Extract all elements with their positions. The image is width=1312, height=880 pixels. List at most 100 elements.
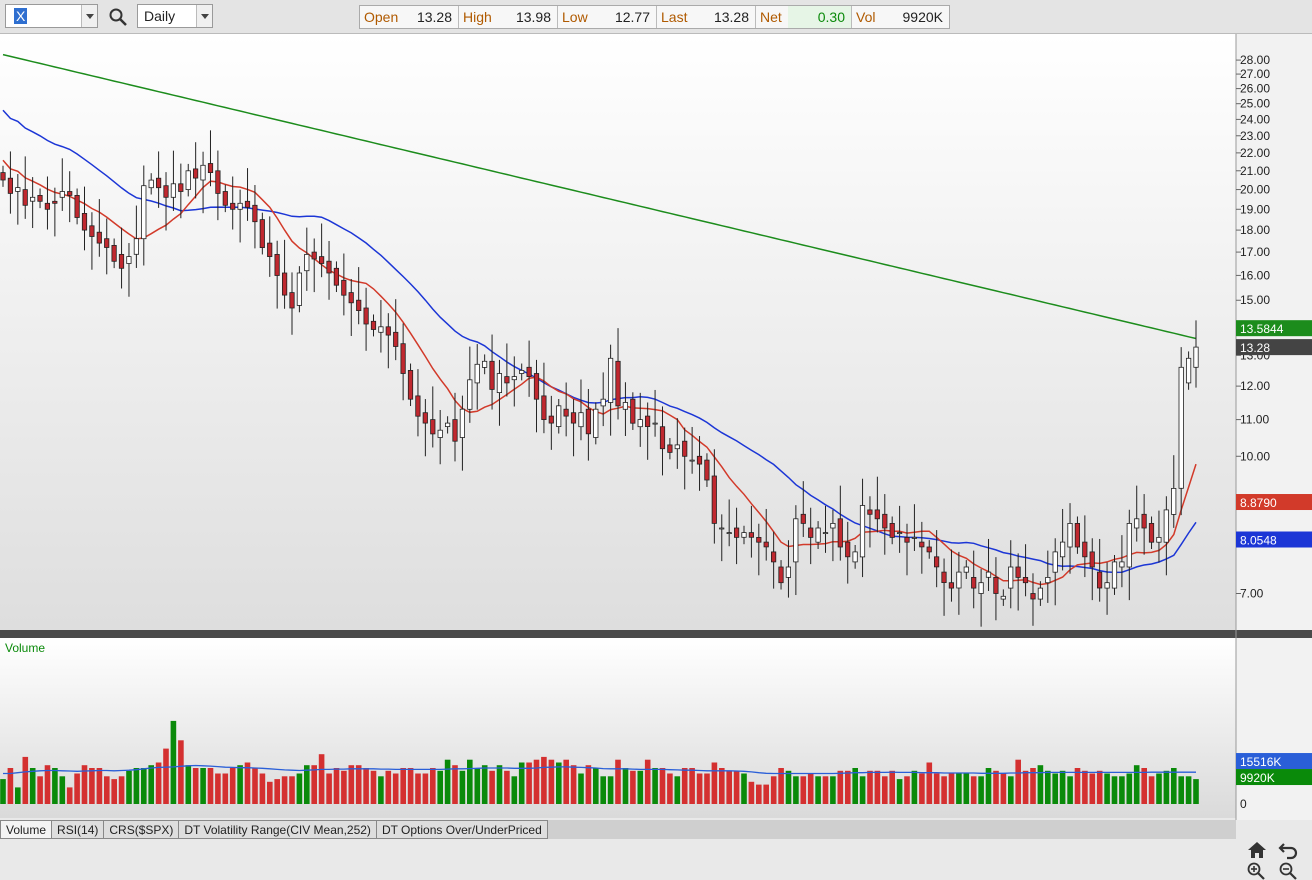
price-tick-label: 25.00 (1240, 97, 1270, 111)
candle-up (578, 412, 584, 428)
candle-up (785, 566, 792, 578)
volume-bar-down (415, 773, 421, 804)
volume-bar-down (311, 765, 317, 804)
volume-bar-up (578, 773, 584, 804)
tab-options-priced[interactable]: DT Options Over/UnderPriced (376, 820, 548, 839)
candle-up (1186, 357, 1192, 384)
candle-up (1008, 566, 1014, 589)
candle-down (615, 360, 621, 407)
volume-bar-down (452, 765, 458, 804)
candle-down (748, 532, 755, 538)
volume-bar-down (726, 770, 732, 804)
volume-bar-up (1156, 773, 1162, 804)
candle-down (541, 395, 547, 420)
candle-down (155, 177, 162, 189)
candle-down (37, 194, 43, 202)
volume-bar-down (533, 759, 540, 804)
chart-canvas[interactable]: 7.0010.0011.0012.0013.0014.0015.0016.001… (0, 34, 1312, 820)
panel-divider[interactable] (0, 630, 1312, 638)
period-dropdown-icon[interactable] (196, 5, 212, 27)
volume-bar-down (259, 773, 266, 804)
candle-down (504, 376, 510, 384)
candle-down (874, 509, 880, 520)
search-icon[interactable] (108, 7, 128, 27)
volume-bar-down (370, 770, 377, 804)
tab-volatility-range[interactable]: DT Volatility Range(CIV Mean,252) (179, 820, 377, 839)
candle-down (363, 307, 369, 325)
price-tick-label: 21.00 (1240, 164, 1270, 178)
price-tick-label: 18.00 (1240, 223, 1270, 237)
volume-bar-up (29, 768, 36, 804)
price-tags: 13.5844 13.28 8.8790 8.0548 (1236, 320, 1312, 548)
volume-average-line (3, 764, 1196, 775)
candle-down (934, 556, 940, 568)
candle-up (963, 566, 969, 573)
candle-down (422, 412, 428, 424)
volume-bar-up (637, 770, 644, 804)
volume-bar-up (622, 768, 629, 804)
tab-volume[interactable]: Volume (0, 820, 53, 839)
symbol-dropdown-icon[interactable] (81, 5, 97, 27)
volume-bar-down (385, 770, 392, 804)
candle-down (800, 513, 806, 524)
volume-bar-up (378, 776, 384, 804)
candle-down (67, 191, 73, 196)
tab-crs[interactable]: CRS($SPX) (104, 820, 180, 839)
high-value: 13.98 (515, 9, 551, 25)
volume-average-path (3, 764, 1196, 775)
volume-bar-up (741, 773, 747, 804)
volume-axis-ticks: 010000K20000K30000K40000K50000K (1240, 797, 1247, 811)
symbol-input[interactable]: X (5, 4, 98, 28)
period-select[interactable]: Daily (137, 4, 213, 28)
candle-up (519, 369, 525, 374)
candle-up (815, 527, 821, 543)
undo-icon[interactable] (1278, 840, 1300, 860)
candle-up (200, 164, 206, 181)
volume-bar-down (904, 776, 910, 804)
volume-bar-down (570, 765, 577, 804)
volume-bar-down (244, 762, 251, 804)
volume-bar-down (1022, 770, 1029, 804)
tab-rsi[interactable]: RSI(14) (52, 820, 105, 839)
volume-bar-down (763, 784, 769, 804)
volume-bar-down (563, 759, 569, 804)
volume-bar-down (541, 756, 547, 804)
candle-up (637, 419, 643, 428)
volume-bar-down (704, 773, 710, 804)
last-price-tag-bg (1236, 339, 1312, 356)
volume-bar-up (141, 768, 147, 804)
volume-bar-up (296, 773, 303, 804)
volume-bar-up (459, 770, 466, 804)
home-icon[interactable] (1246, 840, 1268, 860)
candle-down (867, 509, 873, 515)
volume-bar-down (874, 770, 881, 804)
candle-up (1067, 523, 1073, 548)
candle-up (1156, 537, 1162, 543)
price-tick-label: 15.00 (1240, 293, 1270, 307)
low-value: 12.77 (614, 9, 650, 25)
candle-down (311, 251, 317, 260)
volume-bar-down (229, 768, 236, 804)
candle-down (222, 191, 228, 206)
volume-bar-up (474, 768, 481, 804)
volume-bar-down (155, 762, 162, 804)
price-tick-label: 22.00 (1240, 146, 1270, 160)
zoom-in-icon[interactable] (1246, 861, 1268, 880)
candle-down (44, 202, 51, 210)
volume-panel-title: Volume (5, 641, 45, 655)
zoom-out-icon[interactable] (1278, 861, 1300, 880)
volume-bar-down (1000, 773, 1007, 804)
candle-down (533, 373, 540, 400)
volume-bar-down (919, 773, 925, 804)
candle-up (985, 571, 992, 578)
ma-long-tag-bg (1236, 320, 1312, 337)
open-value: 13.28 (416, 9, 452, 25)
volume-bar-up (126, 770, 132, 804)
volume-bar-down (81, 765, 88, 804)
ma-mid-tag-bg (1236, 531, 1312, 548)
candle-down (111, 244, 117, 262)
volume-bar-down (326, 773, 332, 804)
volume-tag: 15516K (1240, 755, 1281, 769)
ma-mid-tag: 8.0548 (1240, 534, 1277, 548)
volume-bar-down (267, 781, 273, 804)
